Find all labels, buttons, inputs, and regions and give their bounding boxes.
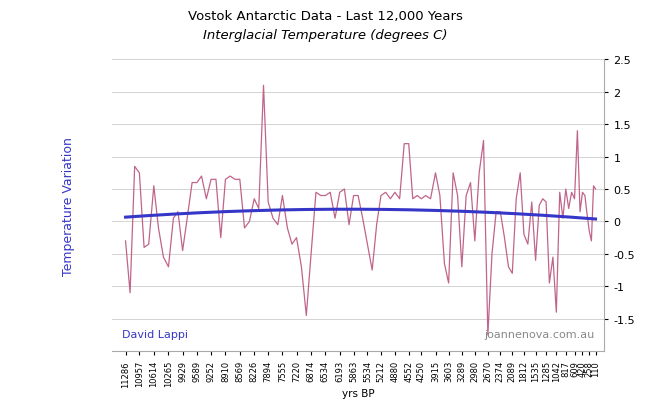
Text: Interglacial Temperature (degrees C): Interglacial Temperature (degrees C) <box>203 29 447 42</box>
Text: Temperature Variation: Temperature Variation <box>62 136 75 275</box>
Text: David Lappi: David Lappi <box>122 330 188 339</box>
X-axis label: yrs BP: yrs BP <box>342 388 374 398</box>
Text: Vostok Antarctic Data - Last 12,000 Years: Vostok Antarctic Data - Last 12,000 Year… <box>188 10 462 23</box>
Text: joannenova.com.au: joannenova.com.au <box>484 330 595 339</box>
